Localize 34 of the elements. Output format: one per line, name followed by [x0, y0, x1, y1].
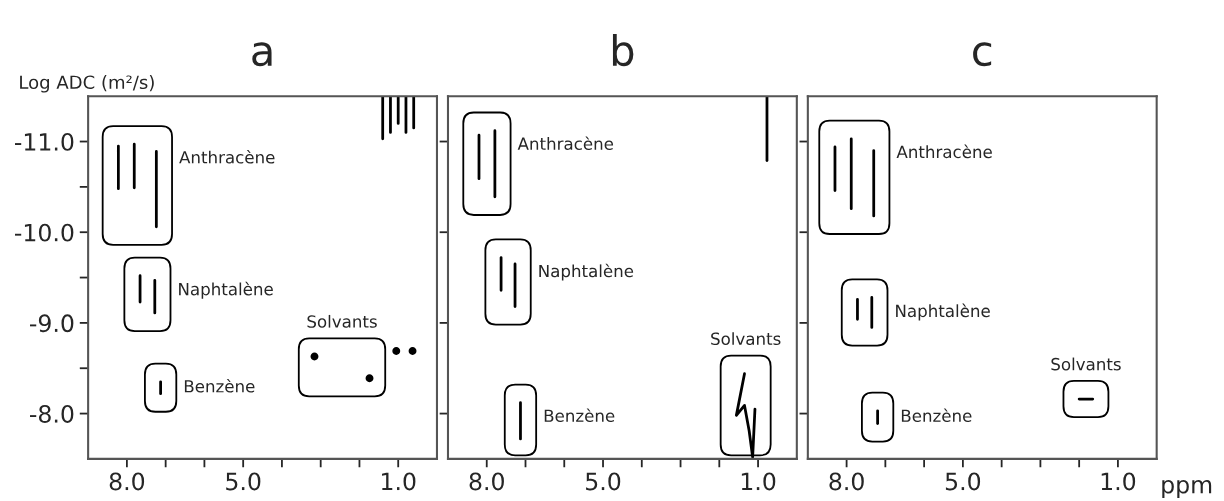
x-tick-label: 1.0 [1101, 472, 1136, 491]
series-label: Naphtalène [179, 281, 273, 299]
text: Solvants [711, 332, 781, 346]
y-tick-label: -10.0 [15, 223, 74, 242]
x-tick-label: 5.0 [586, 472, 621, 491]
x-tick-label: 5.0 [226, 472, 261, 491]
series-label: Naphtalène [539, 263, 634, 281]
chart-title: c [973, 42, 992, 67]
series-label: Anthracène [896, 144, 992, 159]
y-tick-label: -9.0 [30, 314, 74, 333]
y-axis-title: Log ADC (m²/s) [20, 75, 154, 93]
x-tick-label: 1.0 [382, 472, 416, 491]
point [310, 352, 319, 361]
y-tick-label: -8.0 [30, 405, 74, 423]
series-label: Benzène [184, 379, 255, 393]
point [392, 347, 401, 355]
series-label: Naphtalène [896, 303, 990, 321]
x-tick-label: 8.0 [829, 472, 864, 491]
point [365, 374, 374, 383]
series-label: Solvants [307, 314, 377, 328]
series-label: Anthracène [179, 150, 275, 164]
x-tick-label: 8.0 [109, 472, 145, 491]
text: Solvants [1051, 357, 1121, 371]
x-tick-label: 5.0 [945, 472, 981, 491]
series-label: Benzène [901, 408, 972, 423]
series-label: Benzène [544, 408, 615, 423]
series-label: Anthracène [517, 136, 614, 150]
x-tick-label: 1.0 [741, 472, 776, 491]
x-tick-label: 8.0 [469, 472, 504, 491]
point [408, 347, 417, 355]
chart-title: b [612, 33, 634, 67]
y-tick-label: -11.0 [15, 132, 74, 151]
chart-title: a [252, 42, 272, 67]
x-axis-title: ppm [1162, 479, 1212, 499]
